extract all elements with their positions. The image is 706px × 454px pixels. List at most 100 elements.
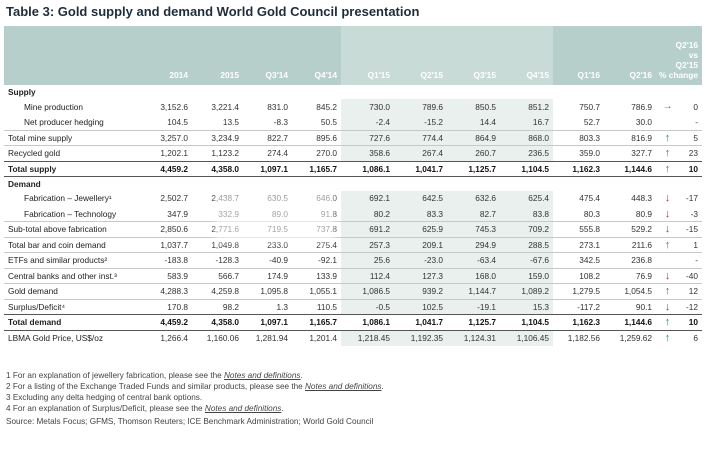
- table-cell: 127.3: [394, 267, 447, 284]
- source-line: Source: Metals Focus; GFMS, Thomson Reut…: [6, 417, 374, 426]
- table-cell: 1,144.7: [447, 283, 500, 299]
- table-cell: 80.3: [583, 208, 600, 219]
- table-cell: 895.6: [292, 129, 341, 146]
- table-cell: 288.5: [500, 236, 553, 253]
- change-cell: 10: [679, 314, 703, 331]
- change-cell: 1: [679, 236, 703, 253]
- table-cell: 260.7: [447, 145, 500, 161]
- table-cell: 1,104.5: [500, 160, 553, 177]
- table-cell: 692.1: [341, 190, 394, 206]
- table-cell: 3,257.0: [143, 129, 192, 146]
- notes-link[interactable]: Notes and definitions: [224, 371, 301, 380]
- table-row: Fabrication – Jewellery¹2,502.72,438.763…: [4, 190, 702, 206]
- watermark-blur: [215, 193, 335, 243]
- table-cell: 1,037.7: [143, 236, 192, 253]
- row-label: Mine production: [24, 101, 84, 112]
- table-cell: 625.4: [500, 190, 553, 206]
- change-cell: 23: [679, 145, 703, 161]
- table-cell: 1,182.56: [567, 333, 600, 343]
- table-cell: 3,152.6: [160, 101, 188, 112]
- table-cell: 170.8: [143, 298, 192, 315]
- row-label: Total demand: [4, 314, 143, 331]
- table-cell: 90.1: [604, 298, 656, 315]
- row-label: Total supply: [4, 160, 143, 177]
- change-cell: -: [695, 117, 699, 127]
- trend-empty: [656, 115, 679, 131]
- table-cell: 1,218.45: [341, 330, 394, 346]
- col-header-q2-15: Q2'15: [394, 26, 447, 85]
- table-cell: 110.5: [292, 298, 341, 315]
- table-row: Total mine supply 3,257.0 3,234.9 822.7 895.…: [4, 129, 703, 146]
- col-header-q4-14: Q4'14: [292, 26, 341, 85]
- change-cell: -17: [686, 193, 699, 204]
- col-header-q1-16: Q1'16: [553, 26, 604, 85]
- table-cell: 1,202.1: [143, 145, 192, 161]
- table-cell: 1,054.5: [604, 283, 656, 299]
- table-cell: 83.3: [394, 206, 447, 222]
- table-cell: 52.7: [583, 117, 600, 127]
- table-cell: -183.8: [143, 252, 192, 268]
- change-cell: 12: [679, 283, 703, 299]
- change-cell: -40: [679, 267, 703, 284]
- table-cell: -128.3: [192, 252, 243, 268]
- table-cell: 1,086.1: [341, 314, 394, 331]
- table-cell: 30.0: [635, 117, 652, 127]
- table-cell: 831.0: [267, 101, 288, 112]
- table-cell: 3,234.9: [192, 129, 243, 146]
- table-cell: 1,259.62: [619, 333, 652, 343]
- table-cell: 257.3: [341, 236, 394, 253]
- table-cell: 1,144.6: [604, 314, 656, 331]
- arrow-down-icon: ↓: [656, 267, 679, 284]
- table-title: Table 3: Gold supply and demand World Go…: [6, 4, 420, 19]
- table-cell: 786.9: [631, 101, 652, 112]
- header-label-cell: [4, 26, 143, 85]
- table-cell: 1,160.06: [206, 333, 239, 343]
- table-cell: 1,097.1: [243, 160, 292, 177]
- section-label: Supply: [8, 87, 36, 97]
- row-label: Fabrication – Technology: [24, 208, 117, 219]
- table-cell: 845.2: [316, 101, 337, 112]
- table-cell: 709.2: [500, 221, 553, 237]
- table-cell: 1,201.4: [309, 333, 337, 343]
- table-cell: -67.6: [500, 252, 553, 268]
- change-cell: -: [679, 252, 703, 268]
- change-header-line-3: Q2'15: [675, 60, 699, 70]
- table-cell: 1,165.7: [292, 314, 341, 331]
- arrow-right-icon: →: [662, 101, 673, 113]
- arrow-up-icon: ↑: [656, 236, 679, 253]
- table-cell: 104.5: [167, 117, 188, 127]
- table-cell: 209.1: [394, 236, 447, 253]
- table-cell: 1,192.35: [394, 330, 447, 346]
- col-header-q1-15: Q1'15: [341, 26, 394, 85]
- notes-link[interactable]: Notes and definitions: [204, 404, 282, 413]
- notes-link[interactable]: Notes and definitions: [305, 382, 382, 391]
- table-cell: 1,125.7: [447, 314, 500, 331]
- row-label: Total bar and coin demand: [4, 236, 143, 253]
- section-row-demand: Demand: [4, 177, 702, 191]
- table-cell: 822.7: [243, 129, 292, 146]
- table-row: Total bar and coin demand 1,037.7 1,049.8 2…: [4, 236, 703, 253]
- table-cell: -117.2: [553, 298, 604, 315]
- table-cell: 236.8: [604, 252, 656, 268]
- header-row: 2014 2015 Q3'14 Q4'14 Q1'15 Q2'15 Q3'15 …: [4, 26, 703, 85]
- table-cell: 625.9: [394, 221, 447, 237]
- table-cell: 3,221.4: [211, 101, 239, 112]
- col-header-change: Q2'16 vs Q2'15 % change: [656, 26, 703, 85]
- row-label: Surplus/Deficit⁴: [4, 298, 143, 315]
- table-row: LBMA Gold Price, US$/oz 1,266.4 1,160.06 1,…: [4, 330, 702, 346]
- table-row: Gold demand 4,288.3 4,259.8 1,095.8 1,055.1 1…: [4, 283, 703, 299]
- row-label: Gold demand: [4, 283, 143, 299]
- table-cell: 850.5: [447, 99, 500, 115]
- table-cell: 4,459.2: [143, 160, 192, 177]
- table-cell: 750.7: [579, 101, 600, 112]
- table-cell: 4,459.2: [143, 314, 192, 331]
- table-cell: 642.5: [394, 190, 447, 206]
- table-body: Supply Mine production 3,152.6 3,221.4 831.0…: [4, 85, 703, 346]
- table-cell: -23.0: [394, 252, 447, 268]
- table-cell: 273.1: [553, 236, 604, 253]
- change-cell: -3: [690, 208, 699, 219]
- change-cell: -12: [679, 298, 703, 315]
- table-cell: 632.6: [447, 190, 500, 206]
- table-cell: 1,041.7: [394, 160, 447, 177]
- table-cell: 1,125.7: [447, 160, 500, 177]
